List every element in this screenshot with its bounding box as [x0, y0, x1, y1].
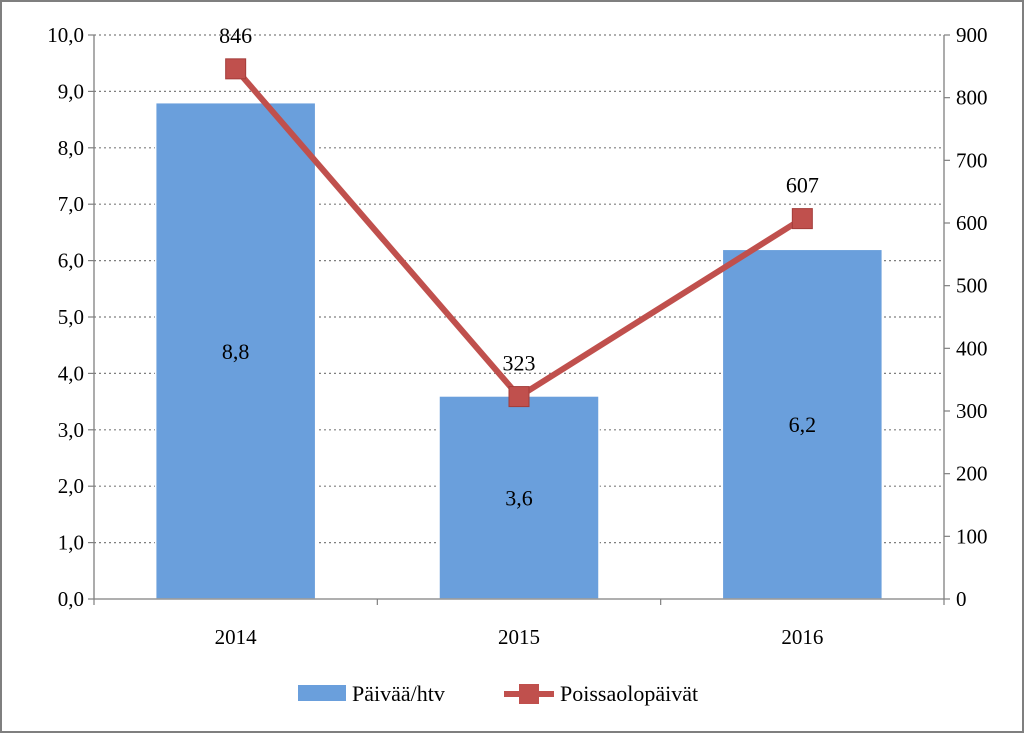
line-series	[225, 58, 813, 408]
legend-swatch-paivaa-htv	[298, 685, 346, 701]
line-value-label: 846	[219, 23, 252, 48]
y-left-tick-label: 6,0	[58, 249, 84, 273]
y-right-tick-label: 900	[956, 23, 988, 47]
line-marker-2016	[791, 208, 813, 230]
x-tick-label: 2016	[781, 625, 823, 649]
y-right-tick-label: 300	[956, 399, 988, 423]
poissaolopaivat-line	[233, 66, 804, 400]
y-right-tick-label: 0	[956, 587, 967, 611]
x-tick-label: 2014	[215, 625, 258, 649]
y-left-tick-label: 10,0	[47, 23, 84, 47]
line-value-label: 607	[786, 173, 819, 198]
line-marker-2014	[225, 58, 247, 80]
bar-2015	[438, 395, 600, 600]
y-left-tick-label: 7,0	[58, 192, 84, 216]
legend-marker-poissaolopaivat	[519, 684, 539, 704]
bar-series	[154, 101, 884, 600]
y-left-tick-label: 0,0	[58, 587, 84, 611]
y-right-tick-label: 400	[956, 336, 988, 360]
y-right-tick-label: 600	[956, 211, 988, 235]
y-right-tick-label: 500	[956, 274, 988, 298]
y-left-tick-label: 5,0	[58, 305, 84, 329]
x-tick-label: 2015	[498, 625, 540, 649]
y-left-tick-label: 1,0	[58, 531, 84, 555]
bar-value-label: 3,6	[505, 485, 533, 510]
bar-2016	[721, 248, 884, 600]
bar-value-label: 8,8	[222, 339, 250, 364]
bar-2014	[154, 101, 317, 600]
y-left-tick-label: 8,0	[58, 136, 84, 160]
y-right-tick-label: 800	[956, 86, 988, 110]
legend-label-poissaolopaivat: Poissaolopäivät	[560, 681, 698, 706]
legend-label-paivaa-htv: Päivää/htv	[352, 681, 445, 706]
data-labels: 8,8 3,6 6,2 846 323 607	[219, 23, 819, 511]
axes: 0,0 1,0 2,0 3,0 4,0 5,0 6,0 7,0 8,0 9,0 10,0 0 100 20…	[47, 23, 987, 649]
line-marker-2015	[508, 386, 530, 408]
y-right-tick-label: 100	[956, 524, 988, 548]
legend: Päivää/htv Poissaolopäivät	[298, 681, 698, 706]
y-left-tick-label: 2,0	[58, 474, 84, 498]
y-right-tick-label: 700	[956, 148, 988, 172]
line-value-label: 323	[503, 351, 536, 376]
y-left-tick-label: 9,0	[58, 79, 84, 103]
bar-value-label: 6,2	[789, 412, 817, 437]
y-left-tick-label: 4,0	[58, 361, 84, 385]
y-left-tick-label: 3,0	[58, 418, 84, 442]
y-right-tick-label: 200	[956, 462, 988, 486]
